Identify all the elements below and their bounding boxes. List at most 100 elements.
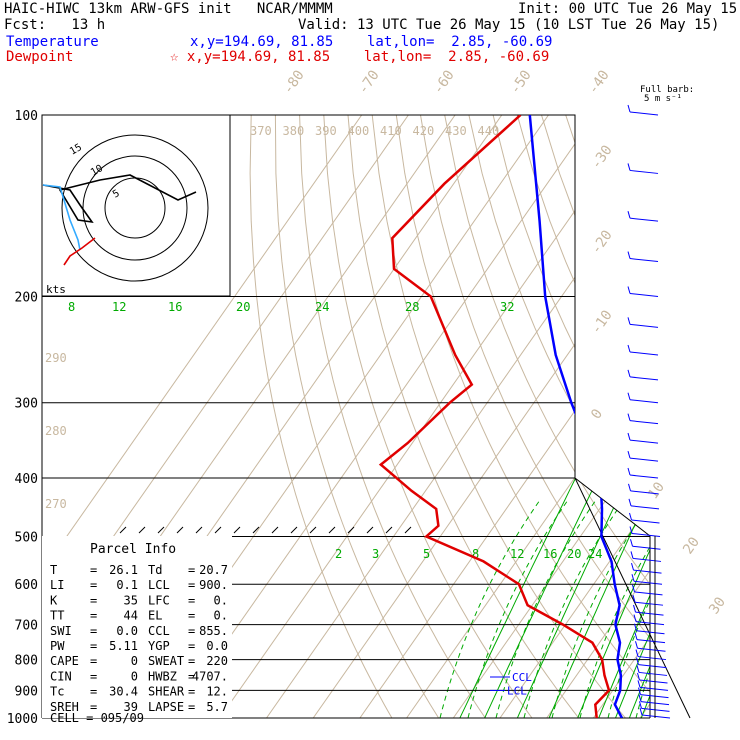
wind-barb-shaft bbox=[639, 686, 669, 691]
wind-barb-flag bbox=[637, 680, 641, 688]
dry-adiabat-line bbox=[299, 115, 495, 718]
isotherm-tick-label: -40 bbox=[585, 67, 613, 97]
wind-barb-flag bbox=[632, 595, 636, 603]
wind-barb-shaft bbox=[636, 639, 666, 644]
parcel-field-value: 5.11 bbox=[109, 639, 138, 653]
wind-barb-shaft bbox=[635, 621, 665, 626]
mixing-ratio-line bbox=[598, 296, 650, 718]
mixing-ratio-label: 16 bbox=[543, 547, 557, 561]
level-tick-mark bbox=[290, 526, 298, 534]
mixing-ratio-line bbox=[615, 296, 650, 718]
wind-barb-flag bbox=[628, 498, 632, 507]
mixing-ratio-label: 20 bbox=[567, 547, 581, 561]
isotherm-tick-label: -60 bbox=[430, 67, 458, 97]
wind-barb-shaft bbox=[629, 169, 659, 174]
pressure-tick-label: 800 bbox=[15, 654, 38, 669]
parcel-field-name: YGP bbox=[148, 639, 170, 653]
moist-adiabat-line bbox=[439, 499, 541, 718]
parcel-field-value: 0. bbox=[214, 609, 228, 623]
isotherm-line bbox=[406, 115, 650, 718]
parcel-equals: = bbox=[188, 639, 195, 653]
moist-adiabat-line bbox=[495, 499, 597, 718]
parcel-field-value: 855. bbox=[199, 624, 228, 638]
hodograph-trace bbox=[42, 174, 197, 224]
wind-barb-flag bbox=[627, 467, 631, 476]
dry-adiabat-line bbox=[589, 115, 650, 718]
level-tick-mark bbox=[195, 526, 203, 534]
wind-barb-flag bbox=[627, 392, 631, 400]
theta-tick-label-left: 270 bbox=[45, 497, 67, 511]
wind-barb-shaft bbox=[639, 679, 668, 684]
wind-barb-shaft bbox=[629, 258, 659, 263]
parcel-field-name: CIN bbox=[50, 669, 72, 683]
parcel-info-title: Parcel Info bbox=[90, 542, 176, 557]
level-tick-mark bbox=[119, 526, 127, 534]
wind-barb-shaft bbox=[634, 601, 664, 606]
wind-barb-shaft bbox=[629, 457, 659, 462]
theta-tick-label: 430 bbox=[445, 124, 467, 138]
parcel-equals: = bbox=[90, 578, 97, 592]
parcel-equals: = bbox=[188, 593, 195, 607]
parcel-cell-value: CELL = 095/09 bbox=[50, 711, 144, 725]
init-time: Init: 00 UTC Tue 26 May 15 bbox=[518, 1, 738, 17]
wind-barb-flag bbox=[634, 623, 637, 631]
parcel-field-value: 39 bbox=[124, 700, 138, 714]
isotherm-tick-label: -10 bbox=[588, 307, 616, 337]
parcel-field-value: 220 bbox=[206, 654, 228, 668]
parcel-field-name: TT bbox=[50, 609, 64, 623]
wind-barb-flag bbox=[631, 562, 634, 571]
isotherm-tick-label: -70 bbox=[355, 67, 383, 97]
theta-tick-label: 420 bbox=[413, 124, 435, 138]
wind-barb-shaft bbox=[638, 671, 668, 676]
parcel-field-value: 900. bbox=[199, 578, 228, 592]
parcel-field-value: 26.1 bbox=[109, 563, 138, 577]
dry-adiabat-line bbox=[613, 115, 650, 718]
parcel-field-value: 20.7 bbox=[199, 563, 228, 577]
wind-barb-flag bbox=[631, 574, 635, 582]
mixing-ratio-label: 32 bbox=[500, 300, 514, 314]
parcel-field-value: 0.1 bbox=[116, 578, 138, 592]
wind-barb-shaft bbox=[632, 545, 661, 550]
parcel-equals: = bbox=[90, 609, 97, 623]
mixing-ratio-label: 5 bbox=[423, 547, 430, 561]
wind-barb-flag bbox=[627, 413, 631, 421]
dry-adiabat-line bbox=[274, 115, 448, 718]
wind-barb-flag bbox=[636, 665, 640, 673]
dewpoint-legend-label: Dewpoint bbox=[6, 49, 74, 65]
level-tick-mark bbox=[214, 526, 222, 534]
mixing-ratio-label: 28 bbox=[405, 300, 419, 314]
wind-barb-shaft bbox=[629, 399, 659, 404]
ccl-label: CCL bbox=[512, 671, 532, 684]
parcel-equals: = bbox=[90, 624, 97, 638]
isotherm-tick-label: -30 bbox=[588, 142, 616, 172]
isotherm-tick-label: -80 bbox=[280, 67, 308, 97]
wind-barb-flag bbox=[627, 163, 631, 171]
pressure-tick-label: 400 bbox=[15, 472, 38, 487]
parcel-field-name: T bbox=[50, 563, 57, 577]
level-tick-mark bbox=[252, 526, 260, 534]
wind-barb-flag bbox=[627, 286, 631, 294]
mixing-ratio-label: 2 bbox=[335, 547, 342, 561]
wind-barb-shaft bbox=[629, 217, 659, 222]
parcel-field-value: 0.0 bbox=[206, 639, 228, 653]
wind-barb-flag bbox=[628, 483, 631, 492]
wind-barb-flag bbox=[627, 251, 631, 259]
wind-barb-shaft bbox=[629, 323, 659, 328]
pressure-tick-label: 200 bbox=[15, 291, 38, 306]
parcel-field-value: 30.4 bbox=[109, 685, 138, 699]
hodograph-rings-group: 5 10 15 bbox=[42, 134, 209, 282]
parcel-equals: = bbox=[90, 700, 97, 714]
isotherm-line bbox=[312, 115, 650, 718]
isotherm-tick-label: 10 bbox=[645, 479, 668, 502]
dry-adiabat-line bbox=[395, 115, 650, 718]
mixing-ratio-label: 24 bbox=[315, 300, 329, 314]
parcel-field-name: CAPE bbox=[50, 654, 79, 668]
chart-title: HAIC-HIWC 13km ARW-GFS init NCAR/MMMM bbox=[4, 1, 333, 17]
wind-barb-flag bbox=[627, 104, 631, 113]
theta-tick-label: 400 bbox=[348, 124, 370, 138]
level-tick-mark bbox=[328, 526, 336, 534]
parcel-field-value: 44 bbox=[124, 609, 138, 623]
wind-barb-shaft bbox=[630, 505, 660, 510]
parcel-field-name: SWEAT bbox=[148, 654, 184, 668]
